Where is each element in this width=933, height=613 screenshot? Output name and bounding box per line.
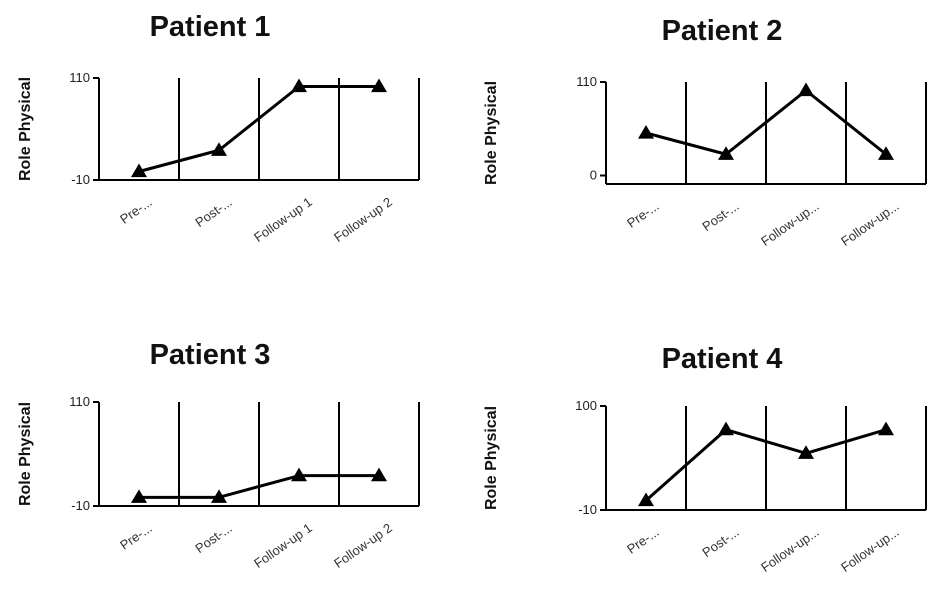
y-tick-label: -10 <box>71 498 90 513</box>
data-point-triangle <box>798 82 814 97</box>
chart-title: Patient 3 <box>150 339 271 371</box>
chart-svg: Patient 4 Role Physical -10 100 Pre-... Post-… <box>483 343 927 575</box>
x-tick-label: Follow-up... <box>838 524 902 575</box>
y-axis-label: Role Physical <box>17 77 34 181</box>
x-tick-label: Follow-up... <box>838 198 902 249</box>
chart-svg: Patient 3 Role Physical -10 110 Pre-... Post-… <box>17 339 420 571</box>
chart-title: Patient 2 <box>662 15 783 47</box>
data-point-triangle <box>211 142 227 156</box>
x-tick-label: Post-... <box>699 524 741 560</box>
chart-panel-patient-2: Patient 2 Role Physical 0 110 Pre-... Post-..… <box>466 0 932 306</box>
y-tick-label: 110 <box>576 74 597 89</box>
chart-title: Patient 4 <box>662 343 783 375</box>
data-point-triangle <box>131 489 147 503</box>
data-point-triangle <box>878 421 894 436</box>
data-point-triangle <box>638 125 654 139</box>
y-tick-label: 0 <box>590 168 597 183</box>
x-tick-label: Pre-... <box>624 198 662 231</box>
x-tick-label: Pre-... <box>117 194 155 227</box>
series-line <box>139 474 379 499</box>
x-tick-label: Follow-up 1 <box>251 520 315 571</box>
y-axis-label: Role Physical <box>483 406 500 510</box>
y-axis-label: Role Physical <box>483 81 500 185</box>
x-tick-label: Post-... <box>192 194 234 230</box>
x-tick-label: Pre-... <box>117 520 155 553</box>
data-point-triangle <box>211 489 227 503</box>
data-point-triangle <box>371 78 387 93</box>
series-line <box>138 85 379 173</box>
data-point-triangle <box>638 492 654 507</box>
data-point-triangle <box>291 78 307 93</box>
y-tick-label: -10 <box>578 502 597 517</box>
y-tick-label: 110 <box>69 394 90 409</box>
y-axis-label: Role Physical <box>17 402 34 506</box>
chart-title: Patient 1 <box>150 11 271 43</box>
x-tick-label: Pre-... <box>624 524 662 557</box>
data-point-triangle <box>878 146 894 160</box>
data-point-triangle <box>798 445 814 459</box>
x-tick-label: Follow-up... <box>758 198 822 249</box>
x-tick-label: Post-... <box>192 520 234 556</box>
x-tick-label: Follow-up... <box>758 524 822 575</box>
x-tick-label: Follow-up 1 <box>251 194 315 245</box>
y-tick-label: -10 <box>71 172 90 187</box>
x-tick-label: Follow-up 2 <box>331 520 395 571</box>
chart-panel-patient-1: Patient 1 Role Physical -10 110 Pre-... Post-… <box>0 0 466 306</box>
y-tick-label: 100 <box>575 398 597 413</box>
chart-svg: Patient 1 Role Physical -10 110 Pre-... Post-… <box>17 11 420 245</box>
chart-svg: Patient 2 Role Physical 0 110 Pre-... Post-..… <box>483 15 927 249</box>
y-tick-label: 110 <box>69 70 90 85</box>
data-point-triangle <box>131 163 147 178</box>
data-point-triangle <box>371 467 387 482</box>
data-point-triangle <box>718 421 734 436</box>
data-point-triangle <box>291 467 307 482</box>
x-tick-label: Follow-up 2 <box>331 194 395 245</box>
series-line <box>645 89 887 156</box>
series-line <box>645 428 887 502</box>
chart-panel-patient-3: Patient 3 Role Physical -10 110 Pre-... Post-… <box>0 306 466 612</box>
data-point-triangle <box>718 146 734 160</box>
chart-panel-patient-4: Patient 4 Role Physical -10 100 Pre-... Post-… <box>466 306 932 612</box>
x-tick-label: Post-... <box>699 198 741 234</box>
